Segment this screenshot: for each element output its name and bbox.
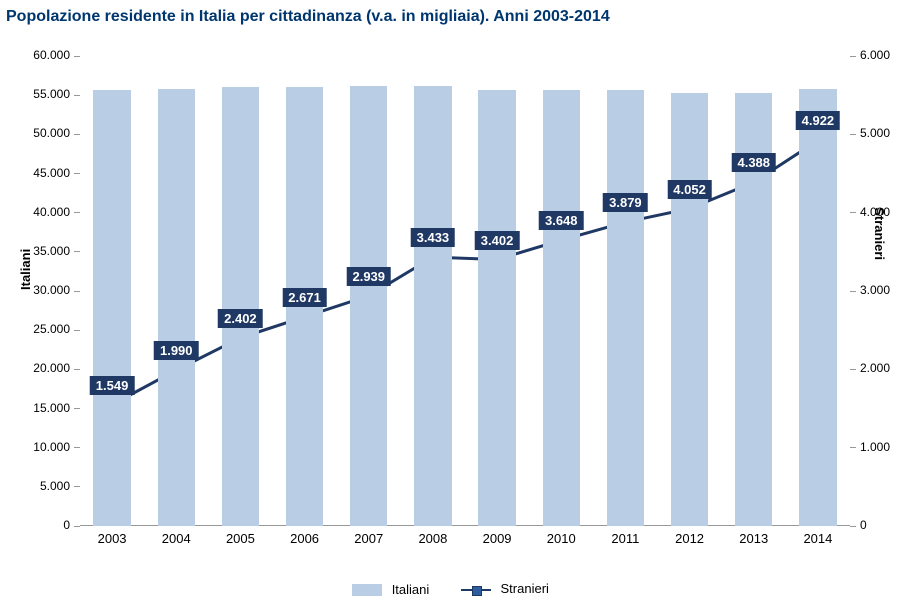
left-tick-label: 55.000 (10, 87, 70, 101)
chart-container: { "title": "Popolazione residente in Ita… (0, 0, 901, 603)
left-tick-label: 50.000 (10, 126, 70, 140)
left-tick-label: 10.000 (10, 440, 70, 454)
data-label: 2.671 (282, 288, 327, 307)
legend-item-bars: Italiani (352, 582, 429, 597)
x-tick-label: 2014 (803, 531, 832, 546)
left-tick-label: 60.000 (10, 48, 70, 62)
x-tick-label: 2004 (162, 531, 191, 546)
data-label: 1.549 (90, 376, 135, 395)
left-tick-label: 0 (10, 518, 70, 532)
left-tick (74, 56, 80, 57)
left-tick (74, 408, 80, 409)
left-tick-label: 15.000 (10, 401, 70, 415)
x-tick-label: 2010 (547, 531, 576, 546)
right-tick-label: 1.000 (860, 440, 901, 454)
right-tick (850, 134, 856, 135)
plot-area: 05.00010.00015.00020.00025.00030.00035.0… (80, 56, 850, 526)
right-tick-label: 5.000 (860, 126, 901, 140)
line-series (112, 140, 818, 404)
right-tick (850, 291, 856, 292)
data-label: 1.990 (154, 341, 199, 360)
right-tick (850, 447, 856, 448)
legend-swatch-bar (352, 584, 382, 596)
x-tick-label: 2007 (354, 531, 383, 546)
bar (607, 90, 644, 526)
right-tick (850, 56, 856, 57)
left-tick (74, 134, 80, 135)
data-label: 2.402 (218, 309, 263, 328)
right-tick (850, 212, 856, 213)
bar (350, 86, 387, 526)
right-tick-label: 2.000 (860, 361, 901, 375)
legend-item-line: Stranieri (461, 581, 549, 597)
data-label: 3.402 (475, 231, 520, 250)
left-tick-label: 20.000 (10, 361, 70, 375)
x-tick-label: 2008 (418, 531, 447, 546)
bar (93, 90, 130, 526)
x-tick-label: 2005 (226, 531, 255, 546)
left-tick-label: 25.000 (10, 322, 70, 336)
data-label: 4.388 (731, 153, 776, 172)
chart-title: Popolazione residente in Italia per citt… (6, 8, 610, 26)
left-tick (74, 251, 80, 252)
legend-swatch-line (461, 583, 491, 597)
left-tick-label: 30.000 (10, 283, 70, 297)
right-tick (850, 369, 856, 370)
left-tick (74, 447, 80, 448)
right-tick-label: 0 (860, 518, 901, 532)
bar (671, 93, 708, 526)
bar (478, 90, 515, 526)
bar (158, 89, 195, 526)
x-tick-label: 2011 (611, 531, 639, 546)
left-tick (74, 526, 80, 527)
left-tick (74, 369, 80, 370)
x-tick-label: 2006 (290, 531, 319, 546)
left-tick (74, 486, 80, 487)
left-tick (74, 330, 80, 331)
left-tick-label: 5.000 (10, 479, 70, 493)
bar (543, 90, 580, 526)
left-tick (74, 95, 80, 96)
x-tick-label: 2013 (739, 531, 768, 546)
legend-label-bars: Italiani (392, 582, 430, 597)
data-label: 3.433 (411, 228, 456, 247)
left-tick (74, 212, 80, 213)
x-tick-label: 2012 (675, 531, 704, 546)
left-tick-label: 45.000 (10, 166, 70, 180)
bar (222, 87, 259, 526)
left-tick (74, 291, 80, 292)
bar (414, 86, 451, 526)
left-tick (74, 173, 80, 174)
data-label: 3.879 (603, 193, 648, 212)
right-tick-label: 6.000 (860, 48, 901, 62)
left-tick-label: 35.000 (10, 244, 70, 258)
right-tick-label: 3.000 (860, 283, 901, 297)
data-label: 3.648 (539, 211, 584, 230)
data-label: 2.939 (346, 267, 391, 286)
right-tick (850, 526, 856, 527)
x-tick-label: 2009 (483, 531, 512, 546)
data-label: 4.052 (667, 180, 712, 199)
x-tick-label: 2003 (98, 531, 127, 546)
legend-label-line: Stranieri (501, 581, 549, 596)
right-tick-label: 4.000 (860, 205, 901, 219)
left-tick-label: 40.000 (10, 205, 70, 219)
legend: Italiani Stranieri (0, 581, 901, 597)
data-label: 4.922 (796, 111, 841, 130)
bar (799, 89, 836, 526)
